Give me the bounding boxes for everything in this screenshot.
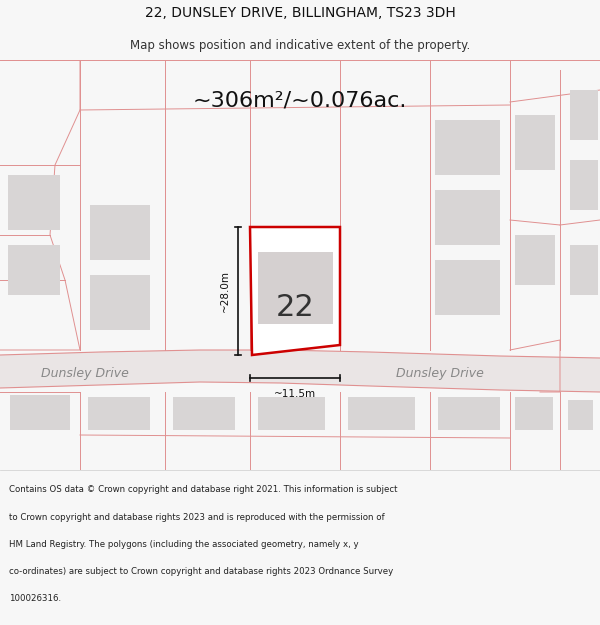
- Text: ~28.0m: ~28.0m: [220, 270, 230, 312]
- Text: Dunsley Drive: Dunsley Drive: [41, 366, 129, 379]
- Text: co-ordinates) are subject to Crown copyright and database rights 2023 Ordnance S: co-ordinates) are subject to Crown copyr…: [9, 567, 393, 576]
- Text: ~11.5m: ~11.5m: [274, 389, 316, 399]
- Bar: [90, 275, 150, 330]
- Bar: [258, 397, 325, 430]
- Text: HM Land Registry. The polygons (including the associated geometry, namely x, y: HM Land Registry. The polygons (includin…: [9, 540, 359, 549]
- Bar: [258, 252, 333, 324]
- Bar: [515, 115, 555, 170]
- Bar: [570, 90, 598, 140]
- Text: Dunsley Drive: Dunsley Drive: [396, 368, 484, 381]
- Text: 100026316.: 100026316.: [9, 594, 61, 603]
- Text: Contains OS data © Crown copyright and database right 2021. This information is : Contains OS data © Crown copyright and d…: [9, 486, 398, 494]
- Bar: [8, 175, 60, 230]
- Bar: [570, 160, 598, 210]
- Bar: [435, 120, 500, 175]
- Bar: [88, 397, 150, 430]
- Bar: [173, 397, 235, 430]
- Bar: [435, 190, 500, 245]
- Polygon shape: [250, 227, 340, 355]
- Bar: [515, 397, 553, 430]
- Bar: [515, 235, 555, 285]
- Bar: [10, 395, 70, 430]
- Polygon shape: [0, 350, 600, 392]
- Bar: [568, 400, 593, 430]
- Bar: [348, 397, 415, 430]
- Text: ~306m²/~0.076ac.: ~306m²/~0.076ac.: [193, 90, 407, 110]
- Bar: [438, 397, 500, 430]
- Bar: [570, 245, 598, 295]
- Text: to Crown copyright and database rights 2023 and is reproduced with the permissio: to Crown copyright and database rights 2…: [9, 512, 385, 522]
- Bar: [90, 205, 150, 260]
- Bar: [435, 260, 500, 315]
- Text: Map shows position and indicative extent of the property.: Map shows position and indicative extent…: [130, 39, 470, 51]
- Text: 22: 22: [275, 294, 314, 322]
- Bar: [8, 245, 60, 295]
- Text: 22, DUNSLEY DRIVE, BILLINGHAM, TS23 3DH: 22, DUNSLEY DRIVE, BILLINGHAM, TS23 3DH: [145, 6, 455, 20]
